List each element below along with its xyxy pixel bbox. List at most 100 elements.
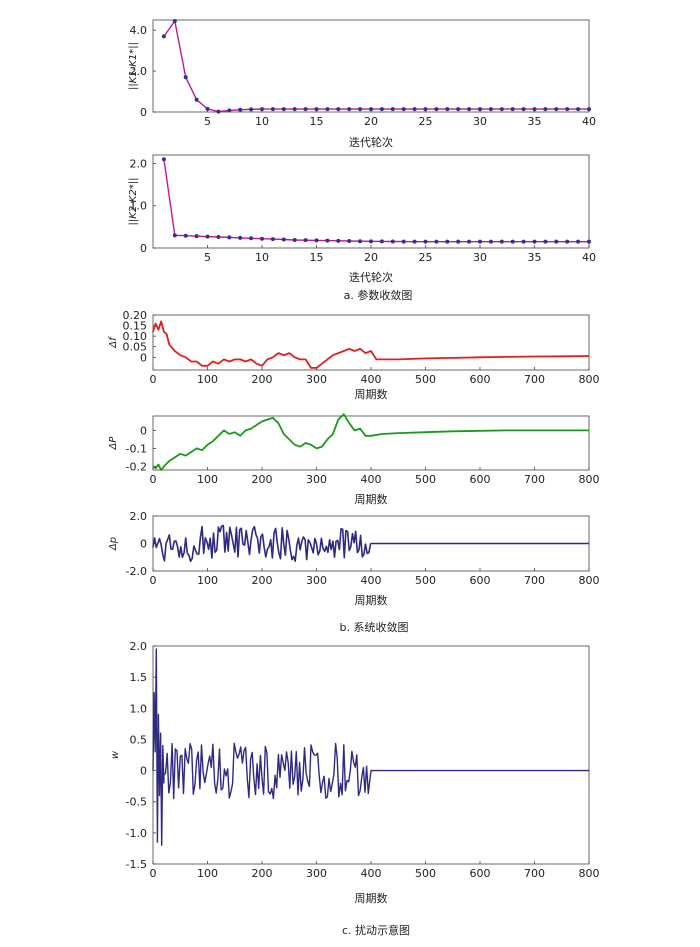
x-tick-label: 200 [252, 373, 273, 386]
data-point [401, 107, 406, 112]
data-point [467, 239, 472, 244]
caption-a: a. 参数收敛图 [344, 288, 413, 302]
data-point [576, 239, 581, 244]
data-point [369, 239, 373, 244]
data-point [445, 107, 450, 112]
x-tick-label: 700 [524, 373, 545, 386]
chart-k1: 5 10 15 20 25 30 35 40 0 2.0 4.0 迭代轮次 ||K1-K1*|| [128, 19, 596, 149]
y-axis-label: Δp [108, 537, 119, 551]
y-tick-label: -0.1 [126, 442, 147, 455]
x-tick-label: 500 [415, 373, 436, 386]
x-tick-label: 700 [524, 867, 545, 880]
data-point [358, 107, 363, 112]
x-tick-label: 800 [579, 473, 600, 486]
y-tick-label: 1.5 [130, 671, 148, 684]
y-tick-label: 0 [140, 424, 147, 437]
x-tick-label: 0 [150, 867, 157, 880]
data-point [281, 237, 286, 242]
plot-frame [152, 314, 590, 371]
x-tick-label: 200 [252, 867, 273, 880]
x-tick-label: 200 [252, 473, 273, 486]
x-tick-label: 0 [150, 373, 157, 386]
x-tick-label: 400 [361, 867, 382, 880]
x-tick-label: 700 [524, 574, 545, 587]
y-tick-label: 0.10 [123, 330, 148, 343]
plot-frame [152, 154, 590, 249]
x-tick-label: 40 [582, 115, 596, 128]
x-tick-label: 25 [419, 251, 433, 264]
x-tick-label: 300 [306, 574, 327, 587]
data-point [423, 239, 428, 244]
x-tick-label: 500 [415, 473, 436, 486]
data-point [467, 107, 472, 112]
data-point [576, 107, 581, 112]
y-tick-label: 0.20 [123, 309, 148, 322]
data-point [303, 107, 308, 112]
y-tick-label: 2.0 [130, 157, 148, 170]
y-tick-label: 0 [140, 538, 147, 551]
plot-frame [152, 415, 590, 471]
x-tick-label: 15 [310, 251, 324, 264]
data-point [172, 19, 177, 24]
x-tick-label: 700 [524, 473, 545, 486]
data-point [336, 238, 341, 243]
data-point [161, 34, 166, 39]
x-axis-label: 周期数 [355, 892, 388, 905]
y-tick-label: 4.0 [130, 24, 148, 37]
y-tick-label: 2.0 [130, 640, 148, 653]
x-tick-label: 400 [361, 574, 382, 587]
x-tick-label: 600 [470, 867, 491, 880]
data-point [434, 239, 439, 244]
data-point [216, 235, 221, 240]
data-point [499, 107, 504, 112]
data-point [510, 107, 515, 112]
chart-df: 0 100 200 300 400 500 600 700 80000.050.100.150.… [108, 309, 600, 401]
data-point [554, 107, 559, 112]
data-point [336, 107, 341, 112]
x-tick-label: 15 [310, 115, 324, 128]
x-tick-label: 500 [415, 867, 436, 880]
data-point [554, 239, 559, 244]
y-tick-label: 0.05 [123, 341, 148, 354]
y-tick-label: 0 [140, 242, 147, 255]
data-point [303, 238, 308, 243]
y-tick-label: 0.15 [123, 320, 148, 333]
plot-frame [152, 645, 590, 865]
x-tick-label: 25 [419, 115, 433, 128]
data-point [314, 238, 319, 243]
data-point [499, 239, 504, 244]
data-point [249, 236, 254, 241]
data-point [412, 239, 417, 244]
data-point [478, 107, 482, 112]
y-axis-label: Δf [108, 336, 119, 349]
data-point [216, 109, 221, 114]
data-point [270, 237, 275, 242]
chart-k2: 5 10 15 20 25 30 35 40 0 1.0 2.0 迭代轮次 ||K2-K2*|| [128, 154, 596, 284]
x-axis-label: 周期数 [355, 594, 388, 607]
series-line-k1 [163, 20, 589, 113]
x-tick-label: 300 [306, 373, 327, 386]
x-tick-label: 40 [582, 251, 596, 264]
series-line-dp [152, 524, 589, 563]
x-tick-label: 35 [528, 251, 542, 264]
y-tick-label: 2.0 [130, 65, 148, 78]
chart-dP: 0 100 200 300 400 500 600 700 800 -0.2 -0.1 0 周期数 ΔP [108, 413, 600, 506]
x-tick-label: 800 [579, 574, 600, 587]
data-point [390, 239, 395, 244]
data-point [587, 239, 591, 244]
y-axis-label: ΔP [108, 436, 119, 451]
series-line-dP [152, 413, 589, 471]
y-tick-label: -2.0 [126, 565, 147, 578]
series-line-w [152, 648, 589, 846]
data-point [369, 107, 373, 112]
data-point [194, 97, 199, 102]
data-point [543, 107, 548, 112]
x-tick-label: 100 [197, 574, 218, 587]
data-point [358, 239, 363, 244]
y-tick-label: 0.5 [130, 733, 148, 746]
data-point [488, 107, 493, 112]
x-axis-label: 迭代轮次 [349, 270, 393, 284]
x-tick-label: 5 [204, 115, 211, 128]
y-tick-label: -1.0 [126, 827, 147, 840]
plot-frame [152, 19, 590, 113]
